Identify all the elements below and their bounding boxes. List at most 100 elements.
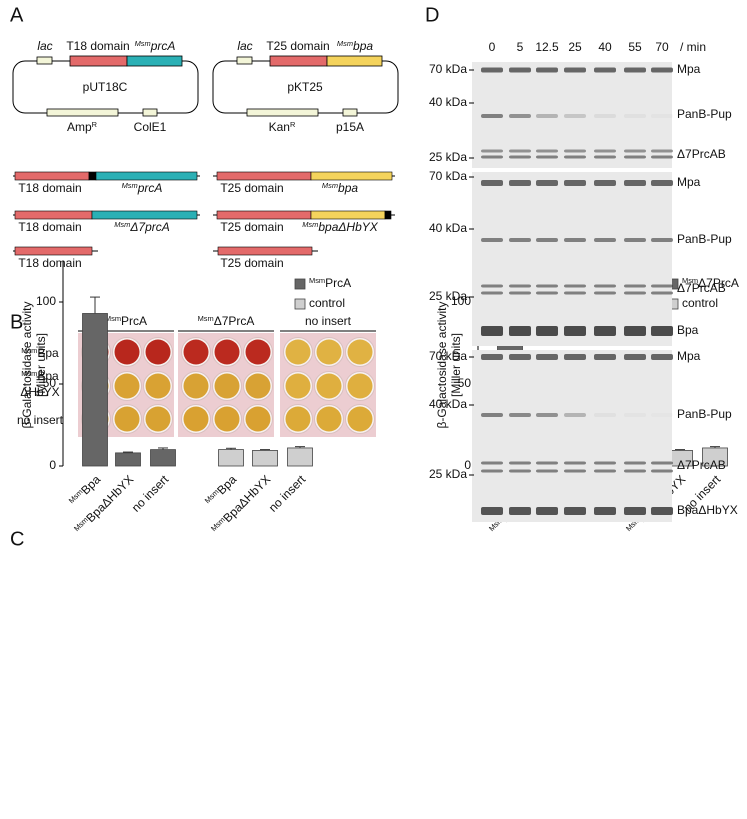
gel-band — [536, 413, 558, 417]
text-part: bpa — [353, 39, 373, 53]
text-part: Δ7PrcA — [214, 314, 255, 328]
origin-label: p15A — [336, 120, 364, 134]
y-tick-label: 50 — [458, 376, 472, 390]
text-part: Msm — [322, 181, 338, 190]
gel-band — [509, 354, 531, 360]
bar — [218, 449, 244, 467]
legend-label: MsmPrcA — [309, 276, 351, 290]
gel-band — [536, 326, 558, 336]
gel-band — [624, 284, 646, 288]
text-part: Msm — [122, 181, 138, 190]
marker-label: 70 kDa — [429, 349, 467, 363]
gel-band — [594, 238, 616, 242]
text-part: Δ7prcA — [129, 220, 169, 234]
legend-swatch — [294, 298, 306, 310]
domain-label: T25 domain — [220, 181, 283, 195]
gel-band — [651, 461, 673, 465]
bar — [150, 449, 176, 467]
domain-label: T18 domain — [18, 256, 81, 270]
text-part: no insert — [266, 472, 309, 515]
construct-segment — [384, 210, 392, 220]
text-part: Msm — [682, 276, 698, 285]
gel-band — [481, 114, 503, 118]
text-part: Δ7PrcA — [698, 276, 739, 290]
insert-label: MsmbpaΔHbYX — [302, 220, 379, 234]
domain-label: T25 domain — [220, 256, 283, 270]
construct-segment — [14, 210, 93, 220]
gel-band — [536, 180, 558, 186]
column-header: MsmPrcA — [105, 314, 147, 328]
well-fill — [347, 339, 373, 365]
time-label: 0 — [489, 40, 496, 54]
well-fill — [214, 406, 240, 432]
marker-label: 25 kDa — [429, 289, 467, 303]
marker-label: 40 kDa — [429, 221, 467, 235]
gel-band — [509, 461, 531, 465]
well-fill — [316, 406, 342, 432]
gel-band — [651, 413, 673, 417]
text-part: Msm — [309, 276, 325, 285]
construct-segment — [95, 171, 198, 181]
insert-box — [126, 55, 183, 67]
marker-label: 70 kDa — [429, 169, 467, 183]
band-label: Bpa — [677, 323, 699, 337]
gel-band — [481, 67, 503, 73]
gel-band — [481, 507, 503, 515]
panel-label: D — [425, 4, 439, 26]
legend-swatch — [294, 278, 306, 290]
text-part: Msm — [337, 39, 353, 48]
gel-band — [651, 180, 673, 186]
gel-band — [651, 67, 673, 73]
gel-band — [594, 114, 616, 118]
well-fill — [316, 339, 342, 365]
gel-band — [536, 114, 558, 118]
gel-band — [536, 67, 558, 73]
text-part: PrcA — [121, 314, 147, 328]
gel-band — [481, 354, 503, 360]
gel-band — [594, 149, 616, 153]
gel-band — [564, 469, 586, 473]
gel-band — [536, 469, 558, 473]
gel-band — [624, 354, 646, 360]
time-label: 5 — [517, 40, 524, 54]
gel-band — [509, 155, 531, 159]
gel-band — [651, 507, 673, 515]
insert-label: MsmprcA — [122, 181, 163, 195]
gel-band — [481, 155, 503, 159]
well-fill — [347, 373, 373, 399]
text-part: ΔHbYX — [20, 385, 59, 399]
legend-label: control — [682, 296, 718, 310]
x-tick-label: no insert — [266, 472, 309, 515]
gel-band — [481, 291, 503, 295]
well-fill — [183, 406, 209, 432]
domain-label: T18 domain — [66, 39, 129, 53]
gel-band — [536, 507, 558, 515]
band-label: Mpa — [677, 62, 701, 76]
gel-band — [564, 238, 586, 242]
well-fill — [114, 373, 140, 399]
text-part: no insert — [17, 413, 64, 427]
column-header: no insert — [305, 314, 352, 328]
insert-label: Msmbpa — [337, 39, 373, 53]
legend-label: MsmΔ7PrcA — [682, 276, 739, 290]
gel-band — [564, 291, 586, 295]
time-label: 12.5 — [535, 40, 559, 54]
domain-box — [69, 55, 128, 67]
gel-band — [651, 326, 673, 336]
marker-label: 25 kDa — [429, 467, 467, 481]
gel-band — [651, 114, 673, 118]
gel-band — [564, 149, 586, 153]
gel-band — [509, 507, 531, 515]
gel-band — [594, 354, 616, 360]
domain-label: T18 domain — [18, 181, 81, 195]
text-part: Msm — [114, 220, 130, 229]
text-part: bpa — [338, 181, 358, 195]
gel-band — [481, 469, 503, 473]
text-part: Msm — [21, 346, 37, 355]
time-unit: / min — [680, 40, 706, 54]
gel-band — [594, 291, 616, 295]
well-fill — [145, 373, 171, 399]
y-tick-label: 50 — [43, 376, 57, 390]
well-fill — [316, 373, 342, 399]
gel-band — [509, 238, 531, 242]
